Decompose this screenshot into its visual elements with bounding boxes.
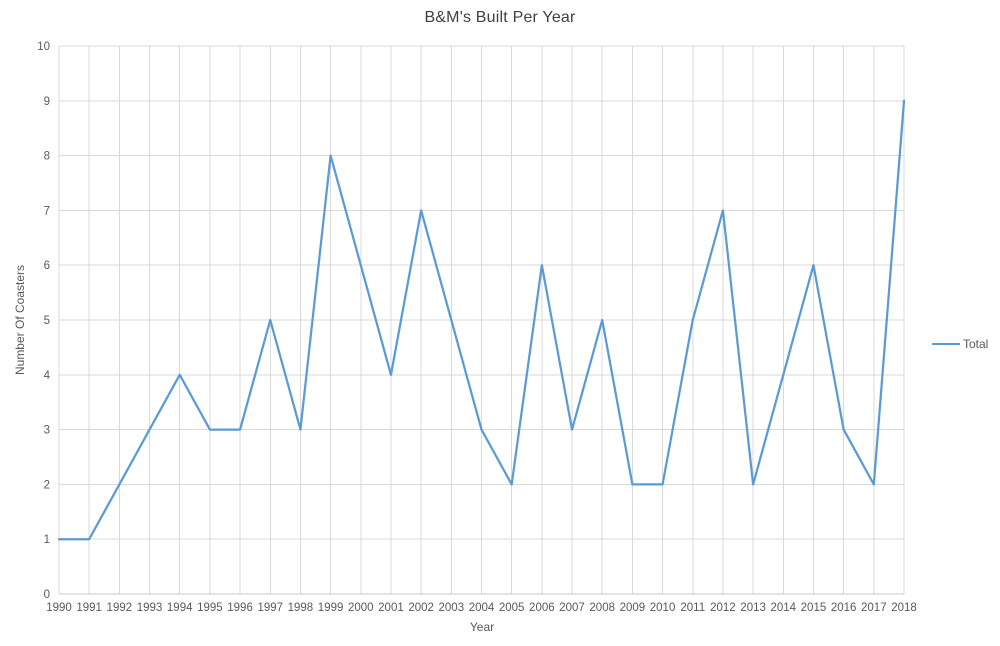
svg-text:2002: 2002 (408, 602, 434, 614)
svg-text:3: 3 (44, 425, 50, 437)
svg-text:1: 1 (44, 534, 50, 546)
svg-text:2012: 2012 (710, 602, 736, 614)
svg-text:2016: 2016 (831, 602, 857, 614)
svg-text:1994: 1994 (167, 602, 193, 614)
svg-text:8: 8 (44, 151, 50, 163)
svg-text:1991: 1991 (76, 602, 102, 614)
svg-text:1992: 1992 (107, 602, 133, 614)
svg-text:2011: 2011 (680, 602, 705, 614)
svg-text:2009: 2009 (620, 602, 646, 614)
svg-text:2008: 2008 (589, 602, 615, 614)
svg-text:2013: 2013 (740, 602, 766, 614)
legend-line-swatch (932, 343, 960, 345)
svg-text:0: 0 (44, 589, 50, 601)
svg-text:1997: 1997 (257, 602, 283, 614)
svg-text:2018: 2018 (891, 602, 917, 614)
svg-text:2: 2 (44, 479, 50, 491)
svg-text:2003: 2003 (439, 602, 465, 614)
svg-text:2010: 2010 (650, 602, 676, 614)
svg-text:1999: 1999 (318, 602, 344, 614)
svg-text:2005: 2005 (499, 602, 525, 614)
svg-text:2014: 2014 (770, 602, 796, 614)
svg-text:4: 4 (44, 370, 51, 382)
legend: Total (932, 337, 988, 351)
svg-text:6: 6 (44, 260, 50, 272)
svg-text:10: 10 (37, 41, 50, 53)
legend-label: Total (963, 337, 989, 351)
svg-text:2000: 2000 (348, 602, 374, 614)
svg-text:2017: 2017 (861, 602, 887, 614)
svg-text:2004: 2004 (469, 602, 495, 614)
svg-text:2001: 2001 (378, 602, 404, 614)
x-axis-title: Year (469, 620, 495, 634)
svg-text:1990: 1990 (46, 602, 72, 614)
svg-text:1995: 1995 (197, 602, 223, 614)
svg-text:2015: 2015 (801, 602, 827, 614)
svg-text:2006: 2006 (529, 602, 555, 614)
svg-text:9: 9 (44, 96, 50, 108)
svg-text:1996: 1996 (227, 602, 253, 614)
chart-title: B&M's Built Per Year (424, 9, 576, 26)
svg-text:2007: 2007 (559, 602, 585, 614)
svg-text:1993: 1993 (137, 602, 163, 614)
svg-text:1998: 1998 (288, 602, 314, 614)
svg-text:7: 7 (44, 205, 50, 217)
y-axis-title: Number Of Coasters (13, 264, 27, 376)
svg-text:5: 5 (44, 315, 50, 327)
